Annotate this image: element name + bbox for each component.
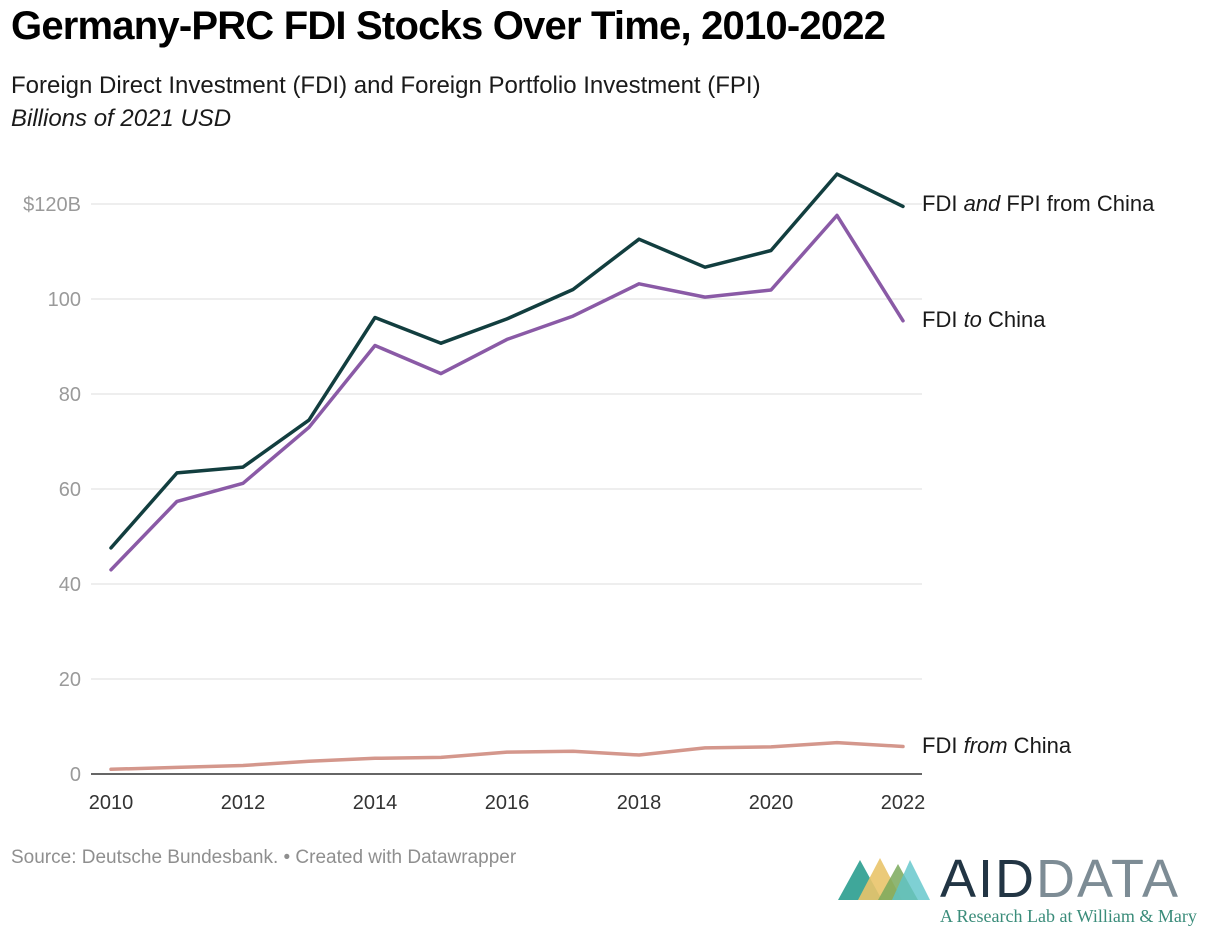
series-line-fdi-fpi-from [109, 172, 905, 550]
y-tick-label: 20 [59, 669, 81, 691]
y-tick-label: 40 [59, 574, 81, 596]
source-note: Source: Deutsche Bundesbank. • Created w… [11, 847, 517, 868]
y-tick-label: 80 [59, 384, 81, 406]
x-tick-label: 2012 [221, 792, 266, 814]
x-tick-label: 2016 [485, 792, 530, 814]
chart-units: Billions of 2021 USD [11, 105, 232, 132]
series-label-fdi-to-china: FDI to China [922, 307, 1046, 332]
x-tick-label: 2022 [881, 792, 926, 814]
aiddata-wordmark: AIDDATA [940, 849, 1181, 909]
x-tick-label: 2020 [749, 792, 794, 814]
series-line-fdi-to [109, 213, 905, 572]
y-axis-ticks: 0 20 40 60 80 100 $120B [23, 194, 81, 786]
series-label-fdi-from-china: FDI from China [922, 733, 1072, 758]
aiddata-tagline: A Research Lab at William & Mary [940, 906, 1197, 926]
series-label-fdi-and-fpi-from-china: FDI and FPI from China [922, 191, 1155, 216]
y-tick-label: 100 [48, 289, 81, 311]
x-tick-label: 2010 [89, 792, 134, 814]
chart-subtitle: Foreign Direct Investment (FDI) and Fore… [11, 72, 761, 99]
aiddata-logo-mark-icon [838, 858, 930, 900]
x-tick-label: 2014 [353, 792, 398, 814]
x-tick-label: 2018 [617, 792, 662, 814]
x-axis-ticks: 2010 2012 2014 2016 2018 2020 2022 [89, 792, 926, 814]
series-lines [109, 172, 905, 772]
y-tick-label: 0 [70, 764, 81, 786]
gridlines [91, 203, 922, 775]
series-line-fdi-from [109, 740, 905, 772]
aiddata-logo: AIDDATA A Research Lab at William & Mary [838, 852, 1210, 932]
chart-title: Germany-PRC FDI Stocks Over Time, 2010-2… [11, 4, 886, 48]
y-tick-label: 60 [59, 479, 81, 501]
y-tick-label: $120B [23, 194, 81, 216]
